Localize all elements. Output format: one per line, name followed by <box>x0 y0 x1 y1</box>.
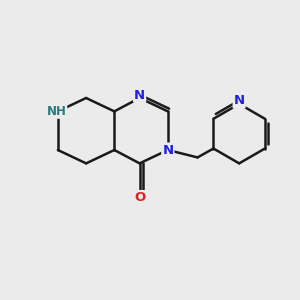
Text: NH: NH <box>46 105 66 118</box>
Text: O: O <box>134 191 145 204</box>
Text: N: N <box>234 94 245 107</box>
Text: N: N <box>162 143 173 157</box>
Text: N: N <box>134 88 145 101</box>
